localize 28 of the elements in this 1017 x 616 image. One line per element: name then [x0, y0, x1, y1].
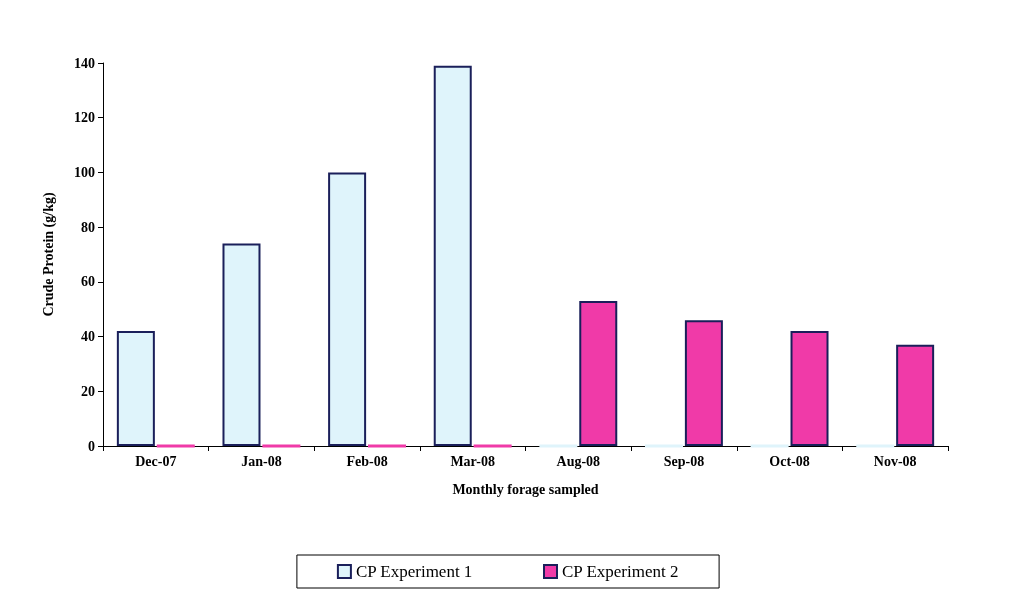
bar — [579, 301, 618, 446]
y-tick-label: 20 — [81, 383, 95, 399]
bar — [433, 65, 472, 446]
bar — [116, 331, 155, 446]
x-tick-label: Nov-08 — [873, 453, 917, 469]
legend-label: CP Experiment 1 — [355, 562, 473, 581]
x-tick-label: Dec-07 — [135, 453, 177, 469]
x-tick-label: Sep-08 — [663, 453, 705, 469]
x-tick-label: Mar-08 — [450, 453, 495, 469]
y-tick-label: 80 — [81, 219, 95, 235]
y-axis-title: Crude Protein (g/kg) — [40, 192, 57, 317]
y-tick-label: 0 — [88, 438, 95, 454]
y-tick-label: 40 — [81, 329, 95, 345]
x-tick-label: Aug-08 — [556, 453, 601, 469]
bar — [684, 320, 723, 446]
x-tick-label: Feb-08 — [346, 453, 388, 469]
x-tick-label: Oct-08 — [769, 453, 810, 469]
bar — [790, 331, 829, 446]
y-tick-label: 140 — [74, 55, 95, 71]
legend-label: CP Experiment 2 — [562, 562, 679, 581]
x-axis-title: Monthly forage sampled — [452, 481, 599, 497]
bar — [896, 344, 935, 446]
y-tick-label: 60 — [81, 274, 95, 290]
x-tick-label: Jan-08 — [241, 453, 282, 469]
y-tick-label: 100 — [74, 164, 95, 180]
y-tick-label: 120 — [74, 110, 95, 126]
bar — [222, 243, 261, 446]
bar — [328, 172, 367, 446]
